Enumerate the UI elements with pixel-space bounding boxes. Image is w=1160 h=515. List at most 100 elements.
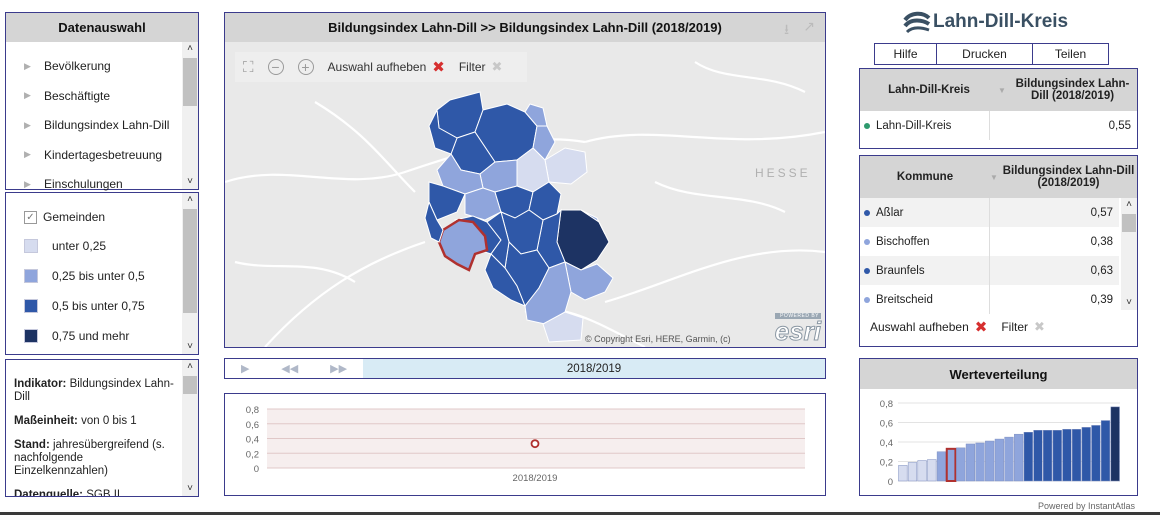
fullscreen-icon[interactable]: ⛶ (243, 58, 254, 76)
indicator-tree-item[interactable]: ▶ Einschulungen (24, 177, 123, 191)
scroll-up-icon[interactable]: ˄ (1126, 199, 1132, 210)
y-tick-label: 0 (888, 477, 893, 488)
share-button[interactable]: Teilen (1032, 43, 1109, 65)
indicator-tree-item[interactable]: ▶ Beschäftigte (24, 89, 110, 103)
indicator-tree-item[interactable]: ▶ Bildungsindex Lahn-Dill (24, 118, 169, 132)
scroll-up-icon[interactable]: ˄ (187, 361, 193, 372)
municipality-region[interactable] (564, 261, 614, 301)
municipality-region[interactable] (424, 200, 444, 243)
expand-arrow-icon[interactable]: ▶ (24, 90, 31, 100)
y-tick-label: 0,6 (246, 420, 259, 431)
info-scrollbar[interactable]: ˄ ˅ (182, 360, 198, 496)
map-panel: Bildungsindex Lahn-Dill >> Bildungsindex… (224, 12, 826, 348)
clear-selection-button[interactable]: Auswahl aufheben (327, 60, 427, 74)
table-row[interactable]: Braunfels 0,63 (860, 256, 1119, 285)
indicator-tree-item[interactable]: ▶ Kindertagesbetreuung (24, 148, 162, 162)
kommune-table-header: Kommune ▼ Bildungsindex Lahn-Dill (2018/… (860, 156, 1137, 198)
close-icon[interactable]: ✖ (974, 319, 988, 336)
expand-arrow-icon[interactable]: ▶ (24, 178, 31, 189)
municipality-region[interactable] (542, 311, 584, 343)
brand-name: Lahn-Dill-Kreis (933, 11, 1069, 32)
rewind-icon[interactable]: ◀◀ (281, 363, 299, 375)
legend-label: 0,5 bis unter 0,75 (52, 299, 145, 313)
datenauswahl-title: Datenauswahl (6, 13, 198, 42)
table-row[interactable]: Breitscheid 0,39 (860, 285, 1119, 314)
x-tick-label: 2018/2019 (513, 473, 558, 484)
municipality-region[interactable] (532, 125, 556, 161)
expand-icon[interactable]: ↗ (803, 18, 815, 34)
scroll-up-icon[interactable]: ˄ (187, 43, 193, 54)
summary-table-header: Lahn-Dill-Kreis ▼ Bildungsindex Lahn-Dil… (860, 69, 1137, 111)
y-tick-label: 0,4 (880, 438, 893, 449)
bar-selected (945, 447, 957, 482)
summary-col1-header[interactable]: Lahn-Dill-Kreis (888, 84, 970, 96)
indicator-tree-item[interactable]: ▶ Bevölkerung (24, 59, 111, 73)
filter-button[interactable]: Filter (1001, 320, 1028, 334)
map-title: Bildungsindex Lahn-Dill >> Bildungsindex… (225, 13, 825, 42)
download-icon[interactable]: ⭳ (784, 21, 789, 37)
legend-panel: ✓ Gemeinden unter 0,25 0,25 bis unter 0,5… (5, 192, 199, 355)
fast-forward-icon[interactable]: ▶▶ (330, 363, 348, 375)
sort-icon[interactable]: ▼ (990, 172, 998, 182)
play-icon[interactable]: ▶ (240, 363, 250, 375)
expand-arrow-icon[interactable]: ▶ (24, 60, 31, 71)
filter-button[interactable]: Filter (458, 60, 486, 74)
legend-label: 0,75 und mehr (52, 329, 130, 343)
row-value: 0,57 (1090, 206, 1113, 219)
zoom-out-icon[interactable]: − (267, 59, 284, 75)
bar (936, 451, 947, 482)
legend-class[interactable]: 0,75 und mehr (24, 329, 129, 343)
legend-scrollbar[interactable]: ˄ ˅ (182, 193, 198, 354)
zoom-in-icon[interactable]: + (297, 59, 314, 75)
legend-class[interactable]: 0,25 bis unter 0,5 (24, 269, 145, 283)
bottom-divider (0, 512, 1160, 515)
kommune-col2-header[interactable]: Bildungsindex Lahn-Dill (2018/2019) (1002, 165, 1135, 189)
municipality-region-selected[interactable] (437, 218, 489, 272)
scroll-down-icon[interactable]: ˅ (187, 341, 193, 352)
time-period-button[interactable]: 2018/2019 (363, 359, 825, 378)
datenquelle-value: SGB II (83, 489, 121, 497)
table-row[interactable]: Lahn-Dill-Kreis 0,55 (860, 111, 1137, 140)
bar (917, 460, 927, 482)
time-chart: 0,8 0,6 0,4 0,2 0 2018/2019 (246, 405, 805, 484)
municipality-region[interactable] (580, 209, 606, 235)
kommune-scrollbar[interactable]: ˄ ˅ (1121, 198, 1137, 310)
sort-icon[interactable]: ▼ (998, 85, 1006, 95)
layer-toggle[interactable]: ✓ Gemeinden (24, 210, 105, 224)
row-value: 0,63 (1090, 264, 1113, 277)
scroll-down-icon[interactable]: ˅ (1126, 297, 1132, 308)
checkbox-icon[interactable]: ✓ (24, 210, 37, 224)
bar (1052, 430, 1062, 482)
legend-class[interactable]: 0,5 bis unter 0,75 (24, 299, 145, 313)
help-button[interactable]: Hilfe (874, 43, 937, 65)
expand-arrow-icon[interactable]: ▶ (24, 149, 31, 159)
municipality-region[interactable] (484, 253, 526, 307)
municipality-region[interactable] (524, 261, 572, 325)
bar (1100, 420, 1111, 482)
legend-class[interactable]: unter 0,25 (24, 239, 106, 253)
close-icon[interactable]: ✖ (432, 59, 445, 76)
datenauswahl-scrollbar[interactable]: ˄ ˅ (182, 42, 198, 189)
scroll-up-icon[interactable]: ˄ (187, 194, 193, 205)
expand-arrow-icon[interactable]: ▶ (24, 119, 31, 130)
row-value: 0,55 (1108, 119, 1131, 132)
distribution-chart: 0,8 0,6 0,4 0,2 0 (880, 399, 1120, 488)
layer-label: Gemeinden (43, 210, 106, 224)
scroll-down-icon[interactable]: ˅ (187, 483, 193, 494)
row-name: Braunfels (876, 264, 925, 277)
table-row[interactable]: Aßlar 0,57 (860, 198, 1119, 227)
kommune-col1-header[interactable]: Kommune (896, 171, 954, 183)
table-row[interactable]: Bischoffen 0,38 (860, 227, 1119, 256)
summary-col2-header[interactable]: Bildungsindex Lahn-Dill (2018/2019) (1015, 78, 1130, 102)
bar (1062, 429, 1072, 482)
municipality-region[interactable] (544, 147, 588, 185)
map-canvas[interactable]: HESSE (225, 42, 825, 347)
row-name: Bischoffen (876, 235, 930, 248)
filter-clear-icon[interactable]: ✖ (491, 59, 503, 74)
clear-selection-button[interactable]: Auswahl aufheben (870, 320, 969, 334)
scroll-down-icon[interactable]: ˅ (187, 176, 193, 187)
legend-label: 0,25 bis unter 0,5 (52, 269, 145, 283)
y-tick-label: 0 (254, 464, 259, 475)
filter-clear-icon[interactable]: ✖ (1034, 319, 1045, 334)
print-button[interactable]: Drucken (936, 43, 1033, 65)
